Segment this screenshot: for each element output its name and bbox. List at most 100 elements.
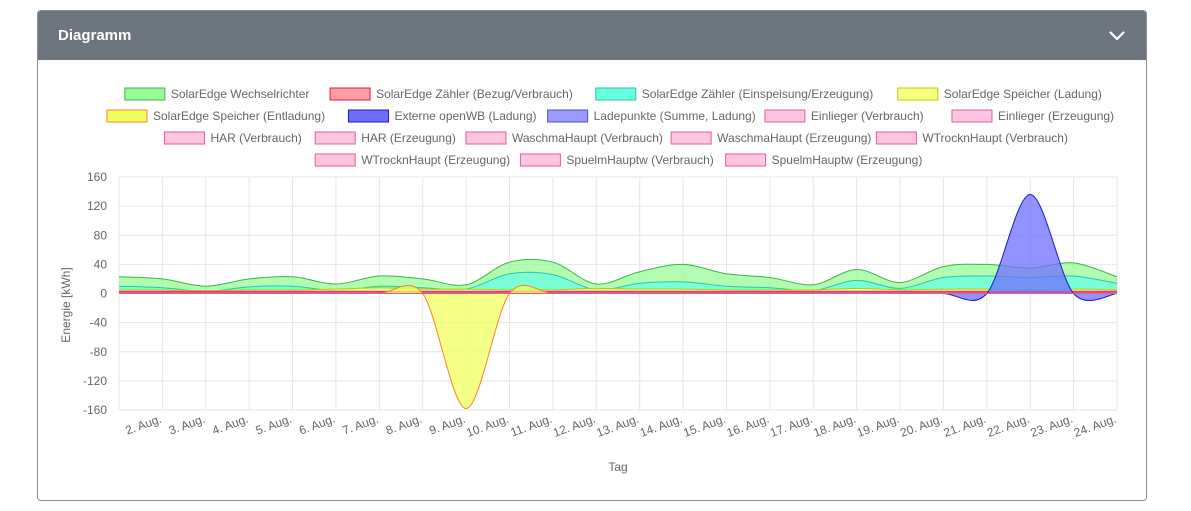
legend-label: Einlieger (Verbrauch) bbox=[811, 109, 924, 123]
y-tick-label: 160 bbox=[87, 170, 107, 184]
legend-label: WTrocknHaupt (Erzeugung) bbox=[361, 153, 510, 167]
legend-item: WaschmaHaupt (Erzeugung) bbox=[670, 131, 871, 145]
x-tick-label: 24. Aug. bbox=[1072, 412, 1118, 440]
series-area bbox=[119, 194, 1117, 301]
x-tick-label: 6. Aug. bbox=[297, 412, 337, 438]
legend-label: SolarEdge Speicher (Ladung) bbox=[944, 87, 1102, 101]
y-tick-label: -160 bbox=[83, 403, 107, 417]
legend-item: Ladepunkte (Summe, Ladung) bbox=[547, 109, 756, 123]
legend-item: SpuelmHauptw (Verbrauch) bbox=[519, 153, 714, 167]
y-tick-label: -80 bbox=[90, 345, 108, 359]
legend-swatch bbox=[329, 87, 371, 101]
legend-item: WTrocknHaupt (Verbrauch) bbox=[875, 131, 1068, 145]
legend-item: Einlieger (Verbrauch) bbox=[764, 109, 924, 123]
y-tick-label: 80 bbox=[94, 228, 108, 242]
legend-swatch bbox=[465, 131, 507, 145]
legend-label: WaschmaHaupt (Verbrauch) bbox=[512, 131, 663, 145]
x-axis-label: Tag bbox=[608, 460, 627, 474]
legend-label: Einlieger (Erzeugung) bbox=[998, 109, 1114, 123]
series-line bbox=[118, 259, 1118, 287]
legend-item: HAR (Erzeugung) bbox=[314, 131, 456, 145]
legend-label: SolarEdge Zähler (Bezug/Verbrauch) bbox=[376, 87, 573, 101]
legend-swatch bbox=[314, 131, 356, 145]
series-line bbox=[118, 287, 1118, 292]
x-tick-label: 2. Aug. bbox=[124, 412, 164, 438]
legend-item: SolarEdge Speicher (Entladung) bbox=[106, 109, 325, 123]
legend-swatch bbox=[725, 153, 767, 167]
x-tick-label: 22. Aug. bbox=[985, 412, 1031, 440]
x-tick-label: 12. Aug. bbox=[551, 412, 597, 440]
legend-label: SpuelmHauptw (Erzeugung) bbox=[772, 153, 923, 167]
legend-label: Ladepunkte (Summe, Ladung) bbox=[594, 109, 756, 123]
legend-label: SolarEdge Wechselrichter bbox=[171, 87, 310, 101]
x-tick-label: 4. Aug. bbox=[210, 412, 250, 438]
x-tick-label: 19. Aug. bbox=[855, 412, 901, 440]
y-tick-label: -40 bbox=[90, 316, 108, 330]
x-tick-label: 11. Aug. bbox=[509, 412, 554, 440]
x-tick-label: 7. Aug. bbox=[340, 412, 380, 438]
y-tick-label: -120 bbox=[83, 374, 107, 388]
panel-title: Diagramm bbox=[58, 27, 132, 44]
x-tick-label: 3. Aug. bbox=[167, 412, 207, 438]
series-line bbox=[118, 284, 1117, 410]
legend-swatch bbox=[764, 109, 806, 123]
legend-item: Externe openWB (Ladung) bbox=[347, 109, 537, 123]
series-area bbox=[119, 285, 1117, 409]
legend-item: Einlieger (Erzeugung) bbox=[951, 109, 1114, 123]
y-axis-label: Energie [kWh] bbox=[59, 267, 73, 342]
legend-swatch bbox=[163, 131, 205, 145]
x-tick-label: 15. Aug. bbox=[681, 412, 727, 440]
y-tick-label: 0 bbox=[100, 287, 107, 301]
x-tick-label: 23. Aug. bbox=[1028, 412, 1074, 440]
panel-header[interactable]: Diagramm bbox=[38, 11, 1146, 60]
legend-swatch bbox=[897, 87, 939, 101]
legend-label: SolarEdge Speicher (Entladung) bbox=[153, 109, 325, 123]
x-tick-label: 14. Aug. bbox=[638, 412, 684, 440]
legend-swatch bbox=[875, 131, 917, 145]
x-tick-label: 16. Aug. bbox=[725, 412, 771, 440]
legend-label: SolarEdge Zähler (Einspeisung/Erzeugung) bbox=[642, 87, 873, 101]
x-tick-label: 9. Aug. bbox=[427, 412, 467, 438]
legend-label: SpuelmHauptw (Verbrauch) bbox=[566, 153, 713, 167]
legend-swatch bbox=[951, 109, 993, 123]
legend-swatch bbox=[124, 87, 166, 101]
legend-label: Externe openWB (Ladung) bbox=[394, 109, 536, 123]
legend-swatch bbox=[519, 153, 561, 167]
x-tick-label: 5. Aug. bbox=[254, 412, 294, 438]
x-tick-label: 20. Aug. bbox=[898, 412, 944, 440]
x-tick-label: 17. Aug. bbox=[768, 412, 814, 440]
diagram-panel: Diagramm SolarEdge Wechselrichter SolarEd… bbox=[37, 10, 1147, 501]
x-axis: 2. Aug. 3. Aug. 4. Aug. 5. Aug. 6. Aug. 7. Au… bbox=[124, 412, 1119, 440]
x-tick-label: 8. Aug. bbox=[384, 412, 424, 438]
legend-label: HAR (Erzeugung) bbox=[361, 131, 456, 145]
legend-item: SolarEdge Speicher (Ladung) bbox=[897, 87, 1102, 101]
x-tick-label: 21. Aug. bbox=[942, 412, 988, 440]
legend-item: WaschmaHaupt (Verbrauch) bbox=[465, 131, 663, 145]
legend-swatch bbox=[106, 109, 148, 123]
legend-swatch bbox=[314, 153, 356, 167]
legend-label: HAR (Verbrauch) bbox=[210, 131, 301, 145]
y-tick-label: 40 bbox=[94, 257, 108, 271]
x-tick-label: 18. Aug. bbox=[811, 412, 857, 440]
legend-item: SolarEdge Zähler (Einspeisung/Erzeugung) bbox=[595, 87, 873, 101]
legend-item: SpuelmHauptw (Erzeugung) bbox=[725, 153, 923, 167]
legend-swatch bbox=[347, 109, 389, 123]
series-line bbox=[118, 271, 1118, 292]
chevron-down-icon[interactable] bbox=[1108, 27, 1126, 45]
x-tick-label: 13. Aug. bbox=[595, 412, 641, 440]
legend-swatch bbox=[595, 87, 637, 101]
plot-area bbox=[118, 193, 1118, 410]
legend-label: WaschmaHaupt (Erzeugung) bbox=[717, 131, 871, 145]
energy-chart: SolarEdge Wechselrichter SolarEdge Zähler… bbox=[59, 87, 1119, 474]
legend-item: SolarEdge Wechselrichter bbox=[124, 87, 310, 101]
y-tick-label: 120 bbox=[87, 199, 107, 213]
legend-swatch bbox=[547, 109, 589, 123]
legend-item: WTrocknHaupt (Erzeugung) bbox=[314, 153, 510, 167]
legend-label: WTrocknHaupt (Verbrauch) bbox=[922, 131, 1068, 145]
x-tick-label: 10. Aug. bbox=[464, 412, 510, 440]
legend-item: SolarEdge Zähler (Bezug/Verbrauch) bbox=[329, 87, 573, 101]
chart-legend: SolarEdge Wechselrichter SolarEdge Zähler… bbox=[106, 87, 1114, 167]
y-axis: 160 120 80 40 0 -40 -80 -120 -160 bbox=[83, 170, 107, 417]
legend-swatch bbox=[670, 131, 712, 145]
legend-item: HAR (Verbrauch) bbox=[163, 131, 302, 145]
